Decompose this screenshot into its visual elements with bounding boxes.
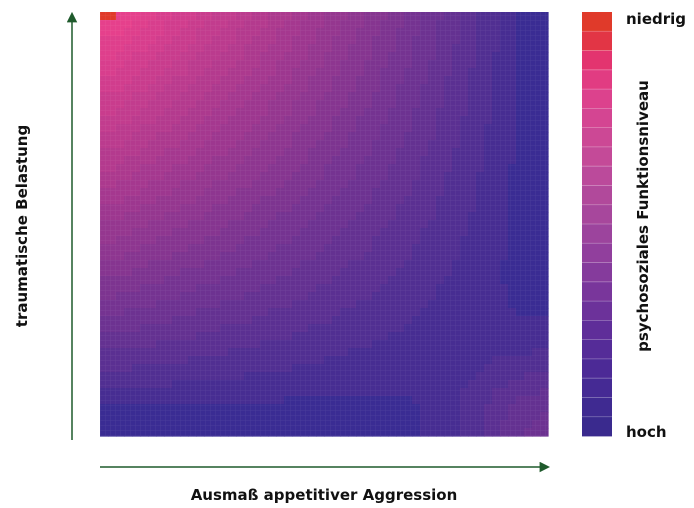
colorbar-swatch	[582, 69, 612, 90]
colorbar-swatch	[582, 12, 612, 32]
heatmap-grid-overlay	[100, 12, 548, 436]
y-axis-label: traumatische Belastung	[13, 125, 31, 327]
colorbar-swatch	[582, 243, 612, 263]
colorbar-swatch	[582, 416, 612, 437]
colorbar-swatch	[582, 127, 612, 148]
colorbar-swatch	[582, 281, 612, 302]
colorbar-swatch	[582, 262, 612, 283]
colorbar-swatch	[582, 50, 612, 71]
colorbar-swatch	[582, 339, 612, 360]
colorbar-swatch	[582, 89, 612, 109]
colorbar-swatch	[582, 31, 612, 51]
colorbar-top-label: niedrig	[626, 10, 686, 28]
colorbar	[582, 12, 612, 437]
colorbar-bottom-label: hoch	[626, 423, 667, 441]
colorbar-swatch	[582, 378, 612, 398]
colorbar-swatch	[582, 358, 612, 379]
colorbar-swatch	[582, 224, 612, 244]
colorbar-swatch	[582, 185, 612, 206]
colorbar-swatch	[582, 108, 612, 129]
colorbar-swatch	[582, 204, 612, 225]
colorbar-swatch	[582, 166, 612, 186]
colorbar-swatch	[582, 397, 612, 418]
colorbar-swatch	[582, 146, 612, 167]
colorbar-swatch	[582, 301, 612, 321]
x-axis-label: Ausmaß appetitiver Aggression	[191, 486, 458, 504]
colorbar-title: psychosoziales Funktionsniveau	[634, 80, 652, 352]
colorbar-swatch	[582, 320, 612, 341]
